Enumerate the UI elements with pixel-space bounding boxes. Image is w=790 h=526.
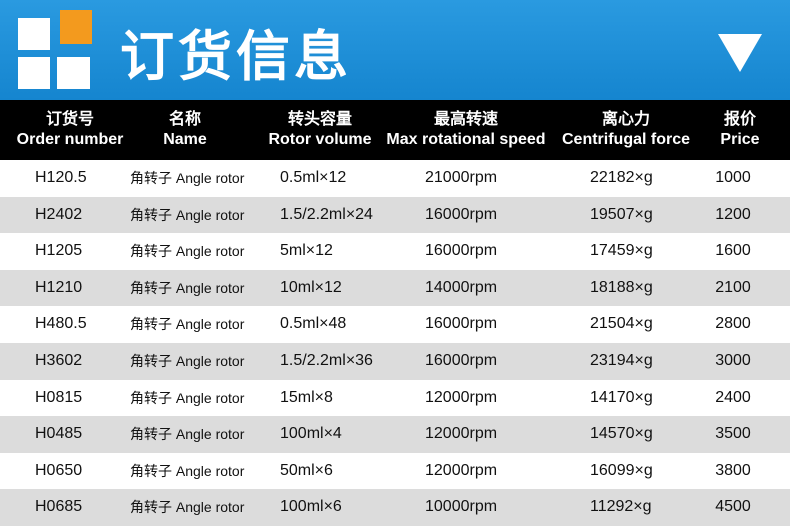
table-cell: H120.5 (35, 169, 87, 186)
column-header: 离心力 Centrifugal force (562, 110, 690, 150)
column-header-zh: 报价 (723, 111, 757, 128)
column-header-en: Centrifugal force (561, 131, 691, 148)
table-cell: 角转子 Angle rotor (130, 499, 245, 516)
table-cell: 12000rpm (425, 388, 498, 406)
dropdown-arrow[interactable] (718, 34, 762, 72)
table-cell: 0.5ml×48 (280, 315, 347, 333)
table-cell: 1000 (715, 169, 751, 186)
table-cell: 10ml×12 (280, 278, 342, 296)
table-cell: H0650 (35, 461, 83, 479)
column-header-en: Order number (16, 131, 124, 148)
table-cell: 3000 (715, 352, 751, 369)
table-cell: H0685 (35, 498, 83, 516)
table-cell: 1.5/2.2ml×36 (280, 352, 373, 369)
table-cell: 14570×g (590, 425, 653, 443)
table-cell: 21504×g (590, 315, 653, 333)
table-cell: 角转子 Angle rotor (130, 353, 245, 369)
table-cell: 4500 (715, 498, 751, 516)
column-header-en: Price (720, 131, 760, 148)
table-cell: 23194×g (590, 352, 653, 369)
column-header-zh: 最高转速 (433, 111, 498, 128)
column-header-zh: 名称 (168, 111, 202, 128)
column-header-zh: 订货号 (45, 111, 94, 128)
table-cell: 5ml×12 (280, 242, 333, 260)
table-cell: H1205 (35, 242, 83, 260)
table-cell: H0815 (35, 388, 83, 406)
table-cell: 16000rpm (425, 242, 498, 260)
table-cell: 15ml×8 (280, 388, 333, 406)
column-header-zh: 转头容量 (287, 111, 352, 128)
table-cell: 12000rpm (425, 425, 498, 443)
table-cell: 14170×g (590, 388, 653, 406)
table-header: 订货号 Order number 名称 Name 转头容量 Rotor volume 最高转… (0, 100, 790, 160)
table-cell: 3800 (715, 461, 751, 479)
table-cell: 角转子 Angle rotor (130, 279, 245, 296)
column-header-en: Name (163, 131, 207, 148)
table-cell: 2400 (715, 388, 751, 406)
table-cell: 3500 (715, 425, 751, 443)
logo-square (57, 57, 90, 89)
page-title: 订货信息 (120, 25, 352, 88)
table-cell: 2100 (715, 278, 751, 296)
logo-square (18, 18, 50, 50)
table-cell: 16000rpm (425, 205, 498, 223)
table-cell: 1.5/2.2ml×24 (280, 205, 373, 223)
table-cell: 18188×g (590, 278, 653, 296)
table-row: H0685 角转子 Angle rotor 100ml×6 10000rpm 11292… (0, 489, 790, 526)
table-cell: 角转子 Angle rotor (130, 243, 245, 260)
table-cell: 50ml×6 (280, 461, 333, 479)
table-cell: 16000rpm (425, 352, 498, 369)
column-header-zh: 离心力 (601, 111, 651, 128)
table-row: H2402 角转子 Angle rotor 1.5/2.2ml×24 16000rpm… (0, 196, 790, 234)
table-cell: H3602 (35, 352, 83, 369)
table-cell: 10000rpm (425, 498, 498, 516)
logo-square (60, 10, 92, 44)
table-cell: 1600 (715, 242, 751, 260)
table-row: H1205 角转子 Angle rotor 5ml×12 16000rpm 17459×… (0, 233, 790, 270)
table-cell: 角转子 Angle rotor (130, 389, 245, 406)
table-cell: 100ml×6 (280, 498, 342, 516)
table-cell: 2800 (715, 315, 751, 333)
logo-square (18, 57, 50, 89)
table-cell: H2402 (35, 205, 83, 223)
column-header: 最高转速 Max rotational speed (386, 110, 545, 150)
table-cell: 角转子 Angle rotor (130, 462, 245, 479)
column-header: 订货号 Order number (17, 110, 124, 150)
table-row: H3602 角转子 Angle rotor 1.5/2.2ml×36 16000rpm… (0, 343, 790, 380)
column-header: 转头容量 Rotor volume (268, 110, 371, 150)
table-cell: 角转子 Angle rotor (130, 426, 245, 443)
table-cell: 14000rpm (425, 278, 498, 296)
table-row: H0815 角转子 Angle rotor 15ml×8 12000rpm 14170×… (0, 379, 790, 417)
table-cell: 100ml×4 (280, 425, 342, 443)
table-cell: 角转子 Angle rotor (130, 170, 245, 186)
table-cell: H480.5 (35, 315, 87, 333)
table-cell: H0485 (35, 425, 83, 443)
column-header: 名称 Name (163, 110, 207, 150)
table-row: H120.5 角转子 Angle rotor 0.5ml×12 21000rpm 221… (0, 160, 790, 197)
table-cell: 16099×g (590, 461, 653, 479)
banner: 订货信息 (0, 0, 790, 100)
table-cell: 16000rpm (425, 315, 498, 333)
table-cell: 21000rpm (425, 169, 498, 186)
table-cell: 11292×g (590, 498, 652, 516)
table-cell: 角转子 Angle rotor (130, 316, 245, 333)
table-row: H1210 角转子 Angle rotor 10ml×12 14000rpm 18188… (0, 269, 790, 307)
table-cell: 22182×g (590, 169, 653, 186)
table-cell: 0.5ml×12 (280, 169, 347, 186)
table-cell: 12000rpm (425, 461, 498, 479)
table-cell: 19507×g (590, 205, 653, 223)
table-cell: 角转子 Angle rotor (130, 206, 245, 223)
column-header-en: Rotor volume (268, 131, 372, 148)
table-row: H480.5 角转子 Angle rotor 0.5ml×48 16000rpm 215… (0, 306, 790, 343)
table-row: H0485 角转子 Angle rotor 100ml×4 12000rpm 14570… (0, 416, 790, 453)
table-cell: 17459×g (590, 242, 653, 260)
table-cell: 1200 (715, 205, 751, 223)
column-header: 报价 Price (720, 110, 759, 150)
table-row: H0650 角转子 Angle rotor 50ml×6 12000rpm 16099×… (0, 452, 790, 490)
column-header-en: Max rotational speed (386, 131, 546, 148)
table-cell: H1210 (35, 278, 83, 296)
